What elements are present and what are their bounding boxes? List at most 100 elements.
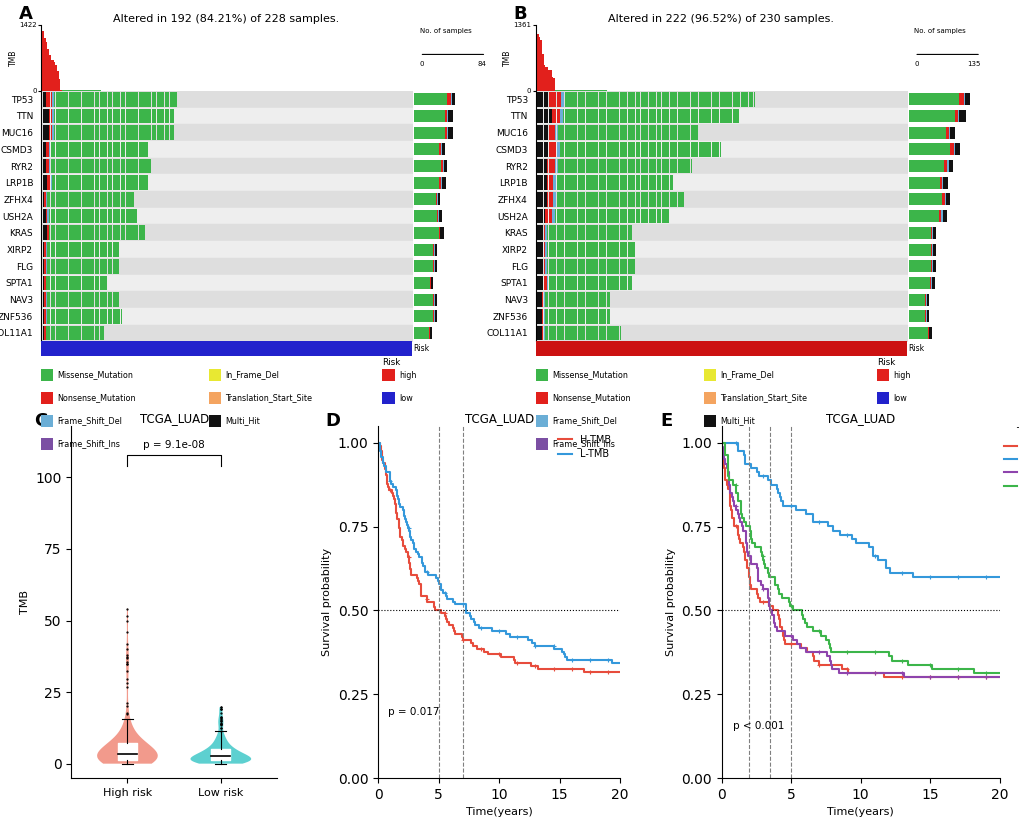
Bar [610,242,612,257]
Bar [88,309,90,324]
Bar [623,125,624,140]
Bar [566,292,568,307]
Bar [560,326,562,341]
Bar [643,92,645,106]
Bar [559,326,560,341]
Bar [548,159,549,174]
Bar [44,159,46,174]
Bar [551,326,552,341]
Bar [60,242,62,257]
Bar [654,159,656,174]
Bar [619,175,621,190]
Bar [125,142,127,156]
Bar [551,292,552,307]
Bar [49,109,50,124]
Bar [120,175,122,190]
Bar [673,109,674,124]
Bar [596,109,598,124]
Bar [535,275,536,290]
Bar [587,109,588,124]
Bar [82,109,83,124]
Bar [111,175,112,190]
Bar [70,92,71,106]
Bar [76,175,78,190]
Bar [687,142,688,156]
Bar [117,175,119,190]
Bar [67,125,68,140]
Bar [433,293,434,305]
Bar [568,275,569,290]
Bar [137,159,139,174]
Bar [85,192,87,206]
Bar [546,275,548,290]
Text: 37%: 37% [908,179,924,188]
Bar [626,125,627,140]
Bar [51,309,52,324]
Bar [908,193,942,206]
Bar [607,292,609,307]
Bar [598,225,599,240]
Bar [659,109,660,124]
Bar [119,142,120,156]
Bar [111,192,112,206]
Bar [599,109,601,124]
Text: E: E [660,412,673,430]
Bar [610,209,612,224]
Bar [79,109,82,124]
Bar [568,292,569,307]
Bar [62,92,63,106]
Bar [566,90,568,91]
Bar [96,175,98,190]
Bar [662,159,664,174]
Bar [609,225,610,240]
Bar [607,125,609,140]
Bar [541,275,543,290]
Bar [67,259,68,274]
Bar [595,326,596,341]
Bar [92,92,93,106]
Bar [55,326,57,341]
Bar [144,175,145,190]
Bar [614,225,615,240]
Bar [571,275,572,290]
Bar [629,125,630,140]
Bar [588,225,590,240]
Bar [553,92,554,106]
Bar [112,92,114,106]
Bar [615,109,618,124]
Bar [735,92,737,106]
Bar [649,142,651,156]
Bar [571,159,572,174]
Bar [114,309,115,324]
Bar [68,92,70,106]
Bar [568,192,569,206]
Bar [664,175,665,190]
Bar [722,92,723,106]
Bar [646,125,648,140]
Bar [125,159,127,174]
Bar [590,159,591,174]
Bar [161,109,163,124]
Bar [557,259,559,274]
Bar [643,159,645,174]
Bar [619,109,621,124]
Bar [414,93,446,106]
Bar [52,159,54,174]
L-TMB + L-risk [924,660,936,670]
Bar [139,175,140,190]
Bar [582,109,583,124]
L-TMB [391,494,404,504]
Bar [556,175,557,190]
Bar [614,192,615,206]
Bar [548,292,549,307]
Bar [78,225,79,240]
Bar [79,92,82,106]
Bar [627,142,629,156]
Bar [76,292,78,307]
Text: In_Frame_Del: In_Frame_Del [225,371,279,379]
Bar [579,259,580,274]
Bar [569,192,571,206]
Bar [93,142,95,156]
Bar [65,209,66,224]
Bar [51,60,52,91]
